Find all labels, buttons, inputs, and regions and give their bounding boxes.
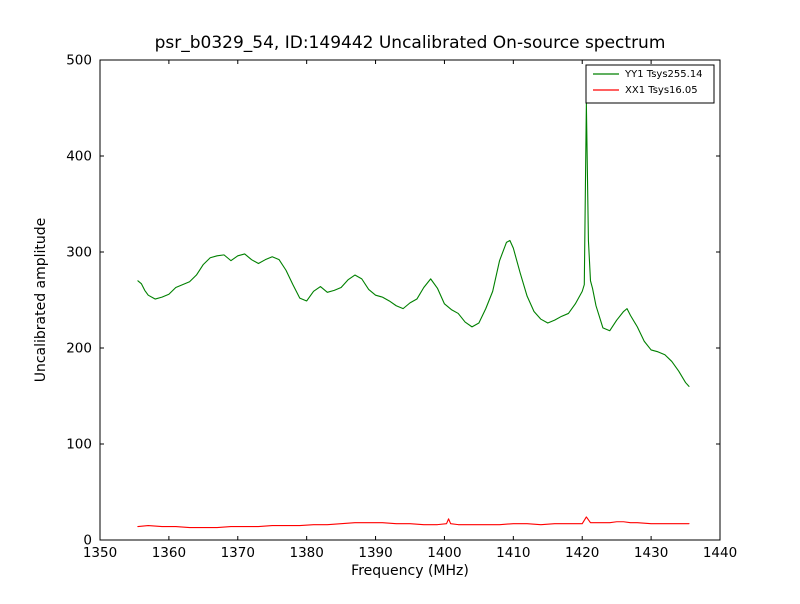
ticks-layer: 1350 1360 1370 1380 1390 1400 1410 1420 1430 1440…: [66, 53, 737, 562]
legend-layer: YY1 Tsys255.14 XX1 Tsys16.05: [585, 64, 715, 104]
series-layer: [137, 102, 690, 529]
x-tick-label: 1380: [289, 545, 323, 561]
chart-title: psr_b0329_54, ID:149442 Uncalibrated On-…: [155, 33, 666, 53]
series-line-yy1: [137, 102, 690, 387]
x-tick-label: 1370: [221, 545, 255, 561]
legend-label-yy1: YY1 Tsys255.14: [624, 69, 703, 80]
x-tick-label: 1410: [496, 545, 530, 561]
x-axis-label: Frequency (MHz): [351, 563, 469, 579]
legend-box: [585, 64, 715, 104]
y-axis-label: Uncalibrated amplitude: [33, 218, 49, 383]
legend-label-xx1: XX1 Tsys16.05: [625, 85, 698, 96]
y-tick-label: 300: [66, 245, 92, 261]
x-tick-label: 1440: [703, 545, 737, 561]
x-tick-label: 1430: [634, 545, 668, 561]
x-tick-label: 1360: [152, 545, 186, 561]
x-tick-label: 1350: [83, 545, 117, 561]
y-tick-label: 0: [83, 533, 92, 549]
y-tick-label: 500: [66, 53, 92, 69]
y-tick-label: 100: [66, 437, 92, 453]
y-tick-label: 200: [66, 341, 92, 357]
y-tick-label: 400: [66, 149, 92, 165]
axes-frame: [99, 59, 721, 541]
x-tick-label: 1420: [565, 545, 599, 561]
plot-area: [100, 60, 720, 540]
series-line-xx1: [137, 516, 690, 529]
x-tick-label: 1400: [427, 545, 461, 561]
x-tick-label: 1390: [358, 545, 392, 561]
